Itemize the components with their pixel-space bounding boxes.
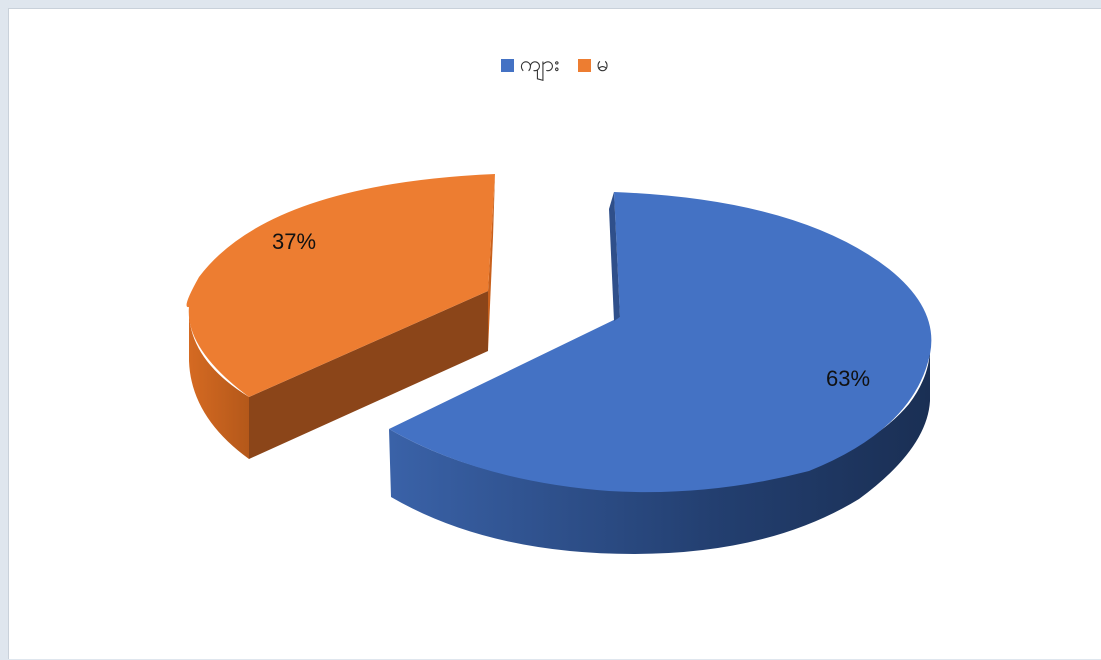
legend: ကျား မ [9, 49, 1101, 82]
slice-female-side [188, 307, 249, 459]
slice-male-top [389, 192, 932, 493]
slice-male-inner-edge [609, 192, 620, 321]
slice-female [186, 174, 496, 459]
slice-female-edge [488, 174, 495, 351]
pie-chart: 63% 37% [186, 174, 932, 554]
legend-item-female: မ [577, 49, 610, 82]
legend-label-female: မ [596, 52, 610, 77]
data-label-female: 37% [272, 229, 316, 254]
slice-female-top [186, 174, 496, 397]
slice-male-side [389, 344, 931, 554]
legend-swatch-female [577, 59, 591, 72]
slice-male [389, 192, 932, 554]
legend-swatch-male [500, 59, 514, 72]
chart-frame: ကျား မ [8, 8, 1101, 659]
legend-item-male: ကျား [500, 49, 560, 82]
data-label-male: 63% [826, 366, 870, 391]
slice-female-cut-face [249, 291, 488, 459]
legend-label-male: ကျား [519, 52, 560, 77]
